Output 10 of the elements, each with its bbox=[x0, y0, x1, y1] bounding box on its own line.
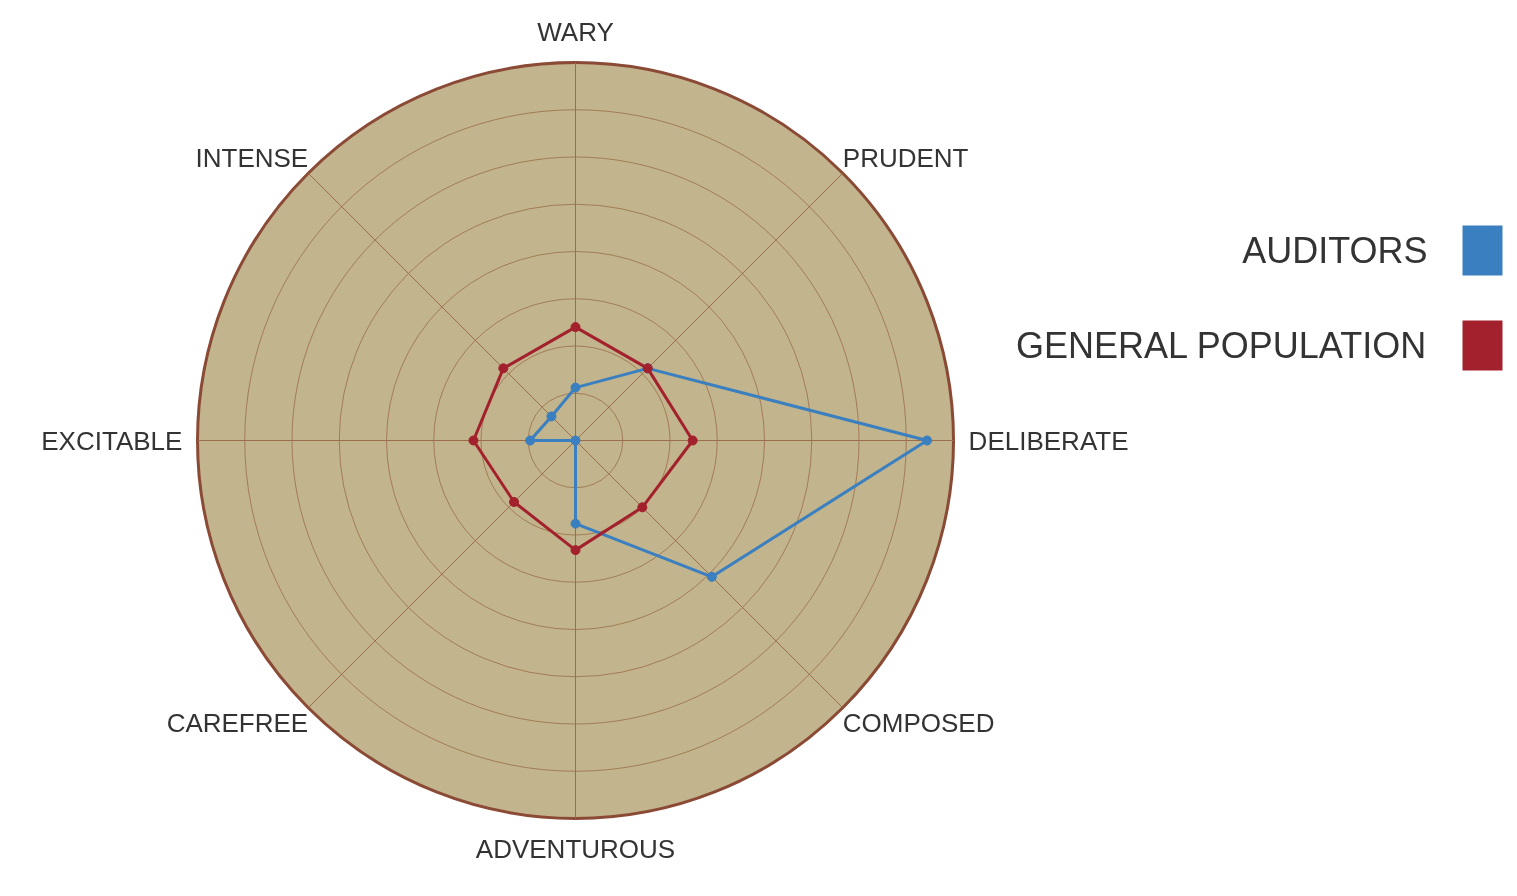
spoke-label: WARY bbox=[537, 17, 614, 48]
spoke-label: ADVENTUROUS bbox=[475, 833, 676, 864]
spoke-label: COMPOSED bbox=[842, 707, 995, 738]
legend-label: GENERAL POPULATION bbox=[1016, 325, 1427, 366]
spoke-label: PRUDENT bbox=[842, 143, 969, 174]
spoke-label: CAREFREE bbox=[166, 707, 309, 738]
spoke-label: DELIBERATE bbox=[968, 425, 1129, 456]
spoke-label: EXCITABLE bbox=[41, 425, 183, 456]
legend-label: AUDITORS bbox=[1242, 230, 1428, 271]
spoke-label: INTENSE bbox=[195, 143, 309, 174]
